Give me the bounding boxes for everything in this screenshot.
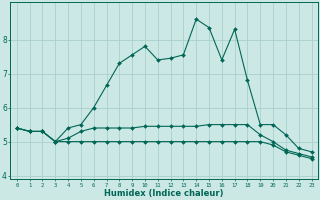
X-axis label: Humidex (Indice chaleur): Humidex (Indice chaleur) (104, 189, 224, 198)
